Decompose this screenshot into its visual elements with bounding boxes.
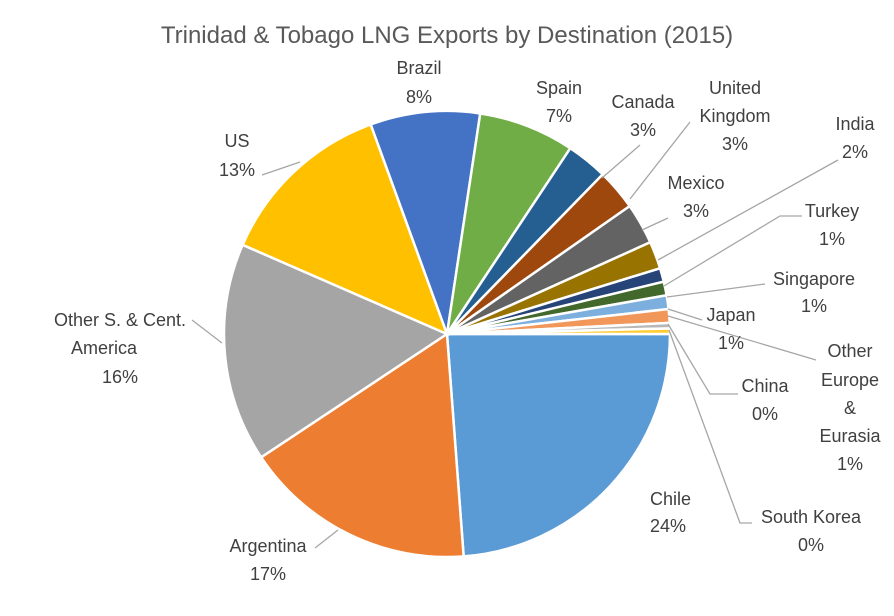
percent-label: 3% — [722, 134, 748, 154]
category-label: India — [835, 114, 875, 134]
percent-label: 1% — [801, 296, 827, 316]
leader-line-south-korea — [668, 329, 752, 524]
category-label: Other — [827, 341, 872, 361]
category-label: Turkey — [805, 201, 859, 221]
slice-us — [240, 122, 450, 337]
percent-label: 7% — [546, 106, 572, 126]
pie-slices — [222, 109, 672, 559]
label-mexico: Mexico 3% — [667, 173, 724, 221]
slice-brazil — [369, 109, 482, 335]
leader-lines — [191, 121, 839, 549]
leader-line-turkey — [663, 215, 802, 287]
category-label: Kingdom — [699, 106, 770, 126]
label-china: China 0% — [741, 376, 789, 424]
leader-line-singapore — [666, 283, 766, 298]
category-label: Japan — [706, 305, 755, 325]
percent-label: 0% — [798, 535, 824, 555]
leader-line-argentina — [314, 529, 339, 549]
percent-label: 1% — [837, 454, 863, 474]
percent-label: 13% — [219, 160, 255, 180]
category-label: US — [224, 131, 249, 151]
percent-label: 17% — [250, 564, 286, 584]
category-label: United — [709, 78, 761, 98]
leader-line-united-kingdom — [629, 121, 691, 200]
label-spain: Spain 7% — [536, 78, 582, 126]
category-label: Chile — [650, 489, 691, 509]
leader-line-us — [261, 161, 301, 176]
slice-other-s-cent-america — [222, 243, 450, 460]
leader-line-other-s-cent-america — [191, 319, 223, 344]
label-turkey: Turkey 1% — [805, 201, 859, 249]
slice-chile — [445, 332, 672, 558]
label-us: US 13% — [219, 131, 255, 180]
leader-line-india — [657, 159, 839, 261]
category-label: China — [741, 376, 789, 396]
category-label: Canada — [611, 92, 675, 112]
label-argentina: Argentina 17% — [229, 536, 307, 584]
label-other-s-cent-america: Other S. & Cent. America 16% — [54, 310, 186, 387]
category-label: & — [844, 398, 856, 418]
category-label: America — [71, 338, 138, 358]
percent-label: 16% — [102, 367, 138, 387]
percent-label: 2% — [842, 142, 868, 162]
slice-argentina — [259, 331, 465, 559]
label-united-kingdom: United Kingdom 3% — [699, 78, 770, 154]
slice-labels: Chile 24% Argentina 17% Other S. & Cent. Amer… — [54, 58, 882, 584]
leader-line-japan — [667, 308, 703, 321]
label-other-europe-eurasia: Other Europe & Eurasia 1% — [819, 341, 881, 474]
leader-line-mexico — [641, 217, 669, 231]
category-label: Other S. & Cent. — [54, 310, 186, 330]
label-japan: Japan 1% — [706, 305, 755, 353]
label-chile: Chile 24% — [650, 489, 691, 536]
leader-line-canada — [601, 144, 641, 179]
percent-label: 1% — [819, 229, 845, 249]
category-label: Europe — [821, 370, 879, 390]
category-label: Mexico — [667, 173, 724, 193]
label-india: India 2% — [835, 114, 875, 162]
label-brazil: Brazil 8% — [396, 58, 441, 107]
chart-title: Trinidad & Tobago LNG Exports by Destina… — [161, 22, 733, 49]
category-label: Singapore — [773, 269, 855, 289]
percent-label: 3% — [683, 201, 709, 221]
label-canada: Canada 3% — [611, 92, 675, 140]
category-label: South Korea — [761, 507, 862, 527]
category-label: Spain — [536, 78, 582, 98]
percent-label: 0% — [752, 404, 778, 424]
category-label: Argentina — [229, 536, 307, 556]
leader-line-other-europe-eurasia — [667, 315, 817, 361]
percent-label: 24% — [650, 516, 686, 536]
label-singapore: Singapore 1% — [773, 269, 855, 316]
percent-label: 3% — [630, 120, 656, 140]
leader-line-china — [667, 323, 738, 395]
category-label: Eurasia — [819, 426, 881, 446]
category-label: Brazil — [396, 58, 441, 78]
percent-label: 8% — [406, 87, 432, 107]
percent-label: 1% — [718, 333, 744, 353]
label-south-korea: South Korea 0% — [761, 507, 862, 555]
